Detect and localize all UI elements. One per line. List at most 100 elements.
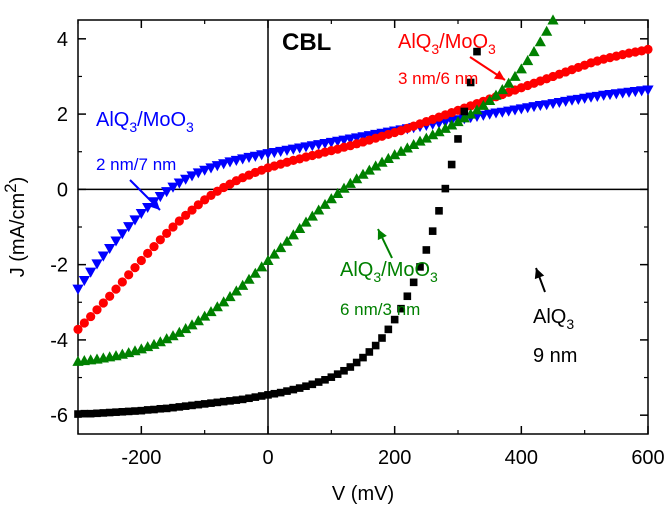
- green-series-point: [433, 126, 445, 137]
- black-series-point: [454, 135, 462, 143]
- black-series-point: [105, 408, 114, 417]
- red-annotation-arrowhead: [493, 70, 505, 80]
- blue-series-point: [78, 275, 90, 287]
- blue-series-point: [192, 168, 204, 179]
- blue-series-point: [72, 284, 84, 295]
- black-series-point: [213, 398, 222, 407]
- green-series-point: [446, 119, 458, 130]
- red-series-point: [111, 284, 121, 294]
- y-axis-title: J (mA/cm2): [1, 177, 29, 278]
- green-series-point: [230, 285, 242, 296]
- black-annotation-formula-part: AlQ: [533, 306, 566, 328]
- black-series-point: [181, 402, 190, 410]
- blue-annotation-formula-part: /MoO: [137, 109, 186, 131]
- green-series-point: [154, 336, 166, 347]
- blue-series-point: [135, 208, 147, 220]
- blue-series-point: [129, 215, 141, 226]
- black-series-point: [352, 358, 361, 367]
- green-series-point: [173, 326, 185, 337]
- green-series-point: [522, 55, 534, 66]
- red-annotation-thickness: 3 nm/6 nm: [398, 69, 478, 88]
- green-series-point: [332, 187, 344, 198]
- green-annotation-formula: AlQ3/MoO3: [340, 259, 438, 285]
- y-tick-label: -4: [50, 330, 68, 352]
- red-series-point: [193, 200, 203, 210]
- blue-series-point: [205, 163, 217, 174]
- green-series-point: [180, 323, 192, 334]
- y-axis-title-superscript: 2: [1, 183, 20, 192]
- red-series-point: [643, 44, 653, 54]
- black-series-point: [289, 385, 298, 394]
- blue-series-point: [91, 259, 103, 270]
- black-series-point: [321, 376, 329, 384]
- green-series-point: [161, 333, 173, 344]
- black-series-point: [264, 391, 272, 399]
- blue-series-point: [116, 229, 128, 240]
- y-tick-label: -6: [50, 405, 68, 427]
- black-series-point: [390, 315, 399, 324]
- green-series-point: [496, 84, 508, 95]
- black-series-point: [314, 378, 323, 386]
- blue-annotation-formula: AlQ3/MoO3: [96, 109, 194, 135]
- black-series-point: [118, 407, 127, 416]
- green-series-point: [338, 182, 350, 193]
- green-series-point: [205, 306, 217, 317]
- red-series-point: [143, 248, 153, 258]
- black-annotation-formula-subscript: 3: [566, 316, 574, 332]
- black-series-point: [428, 227, 437, 235]
- green-series-point: [319, 198, 331, 209]
- green-series-point: [148, 338, 160, 349]
- black-series-point: [169, 403, 177, 412]
- green-annotation-thickness: 6 nm/3 nm: [340, 300, 420, 319]
- black-series-point: [302, 382, 310, 391]
- green-series-point: [515, 63, 527, 74]
- red-series-point: [181, 210, 191, 220]
- blue-annotation-formula-part: AlQ: [96, 109, 129, 131]
- green-series-point: [186, 319, 198, 330]
- black-series-point: [340, 366, 348, 375]
- green-series-point: [370, 160, 382, 171]
- blue-series-point: [85, 267, 97, 278]
- blue-series-point: [167, 182, 179, 193]
- green-series-point: [509, 70, 521, 81]
- blue-series-point: [110, 236, 122, 247]
- green-series-point: [256, 261, 268, 272]
- green-series-point: [503, 77, 515, 88]
- x-tick-label: 200: [378, 447, 411, 469]
- black-series-point: [378, 334, 386, 342]
- green-series-point: [300, 216, 312, 227]
- green-series-point: [484, 94, 496, 106]
- green-series-point: [541, 25, 553, 36]
- red-series-point: [162, 228, 172, 238]
- blue-series-point: [173, 178, 185, 189]
- blue-series-point: [642, 85, 654, 96]
- black-series-point: [276, 388, 285, 397]
- black-series-point: [251, 393, 260, 401]
- blue-series-point: [224, 157, 236, 168]
- blue-series-point: [123, 222, 135, 233]
- black-series-point: [466, 78, 475, 87]
- black-series-point: [422, 246, 431, 254]
- chart-title: CBL: [282, 29, 331, 56]
- black-series-point: [162, 404, 171, 413]
- green-series-point: [528, 46, 540, 57]
- blue-series-point: [237, 154, 249, 165]
- black-series-point: [74, 410, 82, 418]
- black-series-point: [283, 387, 291, 395]
- y-axis-title-main: J (mA/cm: [7, 193, 29, 277]
- black-series-point: [346, 363, 355, 371]
- black-series-point: [80, 409, 89, 418]
- black-series-point: [270, 389, 279, 398]
- black-annotation-formula: AlQ3: [533, 306, 574, 332]
- black-series-point: [137, 406, 146, 415]
- green-series-point: [294, 222, 306, 233]
- blue-series-point: [249, 151, 261, 162]
- green-annotation-formula-subscript: 3: [373, 269, 381, 285]
- black-annotation-arrowhead: [534, 268, 545, 280]
- red-series-point: [174, 216, 184, 226]
- black-series-point: [245, 394, 253, 403]
- y-tick-label: 0: [57, 179, 68, 201]
- x-axis-title: V (mV): [332, 483, 394, 505]
